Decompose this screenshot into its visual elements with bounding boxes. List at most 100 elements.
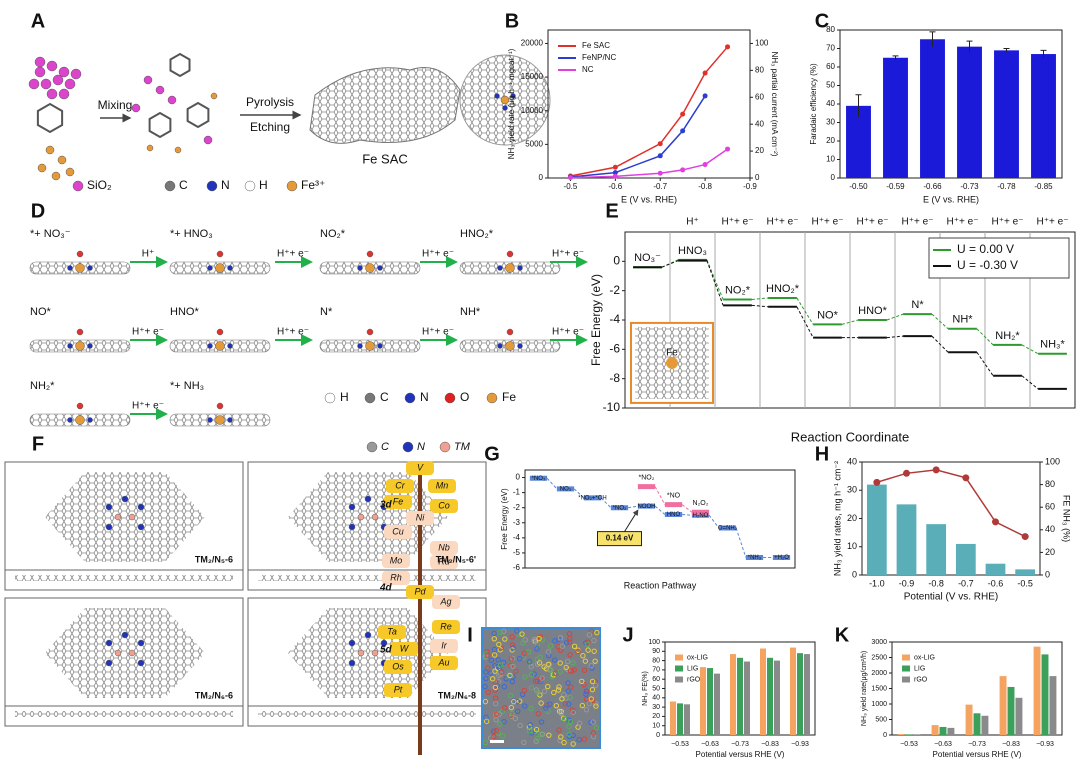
- y2-tick-label: 0: [755, 173, 760, 182]
- atom: [227, 417, 233, 423]
- micrograph-feature: [588, 662, 595, 669]
- micrograph-feature: [591, 637, 597, 644]
- micrograph-feature: [589, 665, 595, 671]
- legend-label: ox-LIG: [687, 654, 708, 661]
- arrow-label: H⁺+ e⁻: [422, 327, 454, 338]
- element-box: [432, 620, 460, 634]
- x-tick-label: -0.6: [988, 578, 1004, 588]
- legend-label: rGO: [687, 676, 701, 683]
- bar: [920, 39, 945, 178]
- atom: [497, 343, 503, 349]
- micrograph-feature: [583, 691, 589, 697]
- micrograph-feature: [491, 652, 498, 658]
- micrograph-feature: [533, 726, 540, 733]
- element-box: [390, 642, 418, 656]
- connector: [886, 313, 904, 321]
- micrograph-feature: [483, 669, 489, 675]
- micrograph-feature: [556, 727, 562, 733]
- species-label: *+ NO₃⁻: [30, 228, 71, 240]
- micrograph-feature: [547, 701, 553, 707]
- atom: [57, 155, 67, 165]
- atom: [348, 639, 356, 647]
- legend-swatch: [675, 654, 683, 661]
- micrograph-feature: [513, 668, 519, 674]
- atom: [164, 180, 176, 192]
- micrograph-feature: [520, 640, 526, 646]
- micrograph-feature: [591, 648, 597, 654]
- connector: [976, 328, 994, 346]
- atom: [494, 93, 500, 99]
- micrograph-feature: [544, 702, 550, 709]
- micrograph-feature: [592, 658, 598, 664]
- y-tick-label: -4: [609, 312, 620, 326]
- panel-letter: C: [815, 10, 829, 32]
- bar: [1007, 686, 1015, 735]
- panel-letter: E: [605, 200, 618, 222]
- arrow-label: H⁺+ e⁻: [422, 249, 454, 260]
- micrograph-feature: [485, 689, 491, 695]
- element-box: [382, 554, 410, 568]
- side-view: [258, 711, 476, 717]
- atom: [137, 523, 145, 531]
- element-box: [406, 585, 434, 599]
- micrograph-feature: [584, 688, 590, 695]
- connector: [573, 488, 585, 499]
- element-label: Ni: [416, 512, 425, 522]
- micrograph-feature: [535, 689, 541, 695]
- micrograph-feature: [585, 647, 591, 653]
- level-label: NO*: [817, 309, 839, 321]
- graphene: [45, 472, 205, 562]
- connector: [1021, 375, 1039, 390]
- y-tick-label: 0: [613, 254, 620, 268]
- species-label: NO₂*: [320, 228, 346, 240]
- atom: [444, 392, 456, 404]
- element-label: Pd: [414, 586, 426, 596]
- y2-tick-label: 40: [1045, 524, 1055, 534]
- micrograph-feature: [566, 639, 573, 645]
- y-tick-label: 90: [652, 648, 660, 655]
- atom: [128, 513, 136, 521]
- micrograph-feature: [495, 657, 502, 663]
- y-tick-label: -6: [513, 563, 521, 572]
- element-label: Ru: [438, 556, 450, 566]
- atom: [51, 171, 61, 181]
- atom: [510, 93, 516, 99]
- element-box: [378, 625, 406, 639]
- connector: [661, 260, 679, 268]
- micrograph-feature: [567, 652, 573, 658]
- bar: [905, 734, 913, 735]
- element-label: Pt: [394, 684, 403, 694]
- atom: [227, 265, 233, 271]
- atom: [105, 503, 113, 511]
- micrograph-feature: [570, 709, 577, 716]
- benzene-ring: [36, 102, 64, 134]
- y-axis-label: NH₃ yield rates, mg h⁻¹ cm⁻²: [832, 461, 842, 576]
- structure-label: TM₂/N₆-6: [195, 690, 233, 700]
- legend-swatch: [902, 654, 910, 661]
- x-tick-label: -0.6: [608, 182, 622, 191]
- point: [612, 170, 618, 176]
- x-tick-label: -0.73: [960, 182, 979, 191]
- y-tick-label: 40: [847, 456, 857, 466]
- micrograph-feature: [563, 664, 569, 671]
- atom: [505, 341, 515, 351]
- atom: [505, 263, 515, 273]
- micrograph-feature: [545, 649, 552, 655]
- atom: [380, 639, 388, 647]
- micrograph-feature: [593, 700, 599, 707]
- x-axis-label: Potential (V vs. RHE): [904, 592, 998, 603]
- micrograph-feature: [559, 643, 566, 649]
- legend-label: NC: [582, 65, 594, 74]
- micrograph-feature: [493, 700, 499, 707]
- atom: [34, 66, 46, 78]
- connector: [796, 306, 814, 338]
- micrograph-feature: [575, 648, 581, 655]
- bar: [947, 727, 955, 735]
- micrograph-feature: [509, 634, 515, 640]
- y-tick-label: -2: [513, 503, 521, 512]
- connector: [751, 304, 769, 308]
- element-box: [430, 555, 458, 569]
- panel-letter: B: [505, 10, 519, 32]
